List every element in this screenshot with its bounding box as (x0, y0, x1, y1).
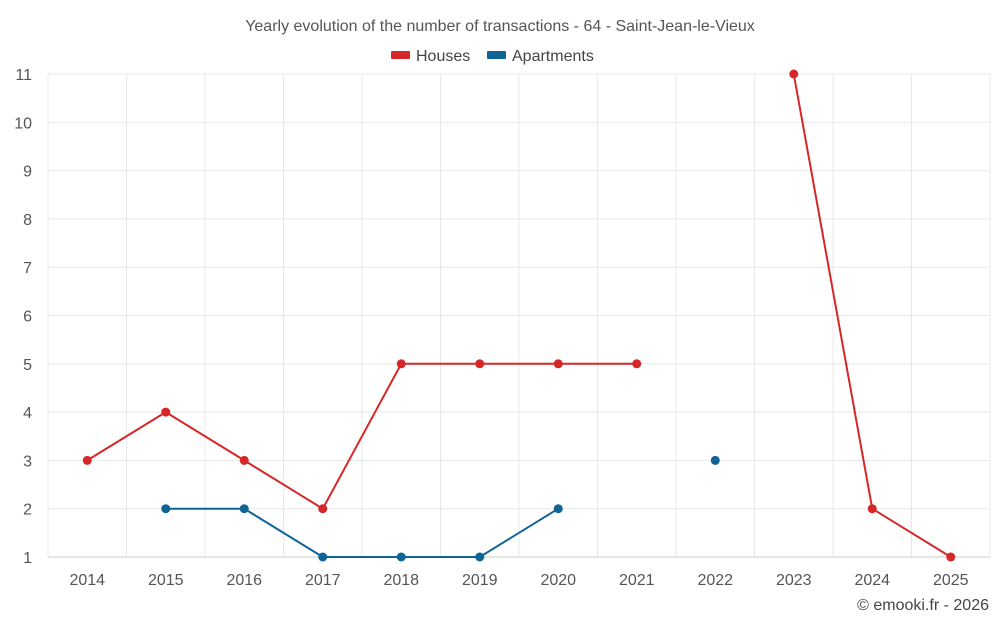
series-houses (82, 69, 956, 562)
data-point-houses-2021[interactable] (632, 359, 642, 369)
data-point-houses-2017[interactable] (318, 504, 328, 514)
y-axis: 1 2 3 4 5 6 7 8 9 10 11 (14, 67, 32, 567)
chart-title: Yearly evolution of the number of transa… (245, 18, 755, 35)
legend: Houses Apartments (391, 48, 594, 65)
data-point-houses-2024[interactable] (867, 504, 877, 514)
data-point-houses-2016[interactable] (239, 455, 249, 465)
data-point-apartments-2015[interactable] (161, 504, 171, 514)
series-line-houses (86, 362, 637, 510)
x-tick-label: 2019 (462, 572, 498, 589)
x-tick-label: 2014 (69, 572, 105, 589)
x-tick-label: 2021 (619, 572, 655, 589)
y-tick-label: 4 (23, 405, 32, 422)
series-line-apartments (165, 507, 559, 558)
y-tick-label: 2 (23, 502, 32, 519)
y-tick-label: 3 (23, 453, 32, 470)
data-point-apartments-2018[interactable] (396, 552, 406, 562)
x-tick-label: 2024 (854, 572, 890, 589)
x-tick-label: 2017 (305, 572, 341, 589)
legend-swatch (391, 51, 410, 59)
legend-item-apartments[interactable]: Apartments (487, 48, 594, 65)
data-point-houses-2019[interactable] (475, 359, 485, 369)
data-point-houses-2020[interactable] (553, 359, 563, 369)
series-layer (82, 69, 956, 562)
data-point-houses-2014[interactable] (82, 455, 92, 465)
y-tick-label: 5 (23, 357, 32, 374)
data-point-houses-2023[interactable] (789, 69, 799, 79)
data-point-houses-2018[interactable] (396, 359, 406, 369)
y-tick-label: 9 (23, 164, 32, 181)
y-tick-label: 10 (14, 115, 32, 132)
x-tick-label: 2016 (226, 572, 262, 589)
data-point-apartments-2017[interactable] (318, 552, 328, 562)
data-point-houses-2025[interactable] (946, 552, 956, 562)
legend-item-houses[interactable]: Houses (391, 48, 470, 65)
x-tick-label: 2015 (148, 572, 184, 589)
x-axis: 2014 2015 2016 2017 2018 2019 2020 2021 2022 2023… (69, 572, 968, 589)
x-tick-label: 2023 (776, 572, 812, 589)
grid (47, 73, 991, 558)
y-tick-label: 1 (23, 550, 32, 567)
y-tick-label: 6 (23, 309, 32, 326)
data-point-apartments-2020[interactable] (553, 504, 563, 514)
y-tick-label: 7 (23, 260, 32, 277)
legend-label: Houses (416, 48, 470, 65)
data-point-houses-2015[interactable] (161, 407, 171, 417)
x-tick-label: 2025 (933, 572, 969, 589)
series-apartments (161, 455, 720, 562)
data-point-apartments-2022[interactable] (710, 455, 720, 465)
x-tick-label: 2022 (697, 572, 733, 589)
y-tick-label: 8 (23, 212, 32, 229)
data-point-apartments-2019[interactable] (475, 552, 485, 562)
credit-label: © emooki.fr - 2026 (857, 597, 989, 614)
legend-swatch (487, 51, 506, 59)
data-point-apartments-2016[interactable] (239, 504, 249, 514)
x-tick-label: 2020 (540, 572, 576, 589)
y-tick-label: 11 (15, 67, 32, 84)
legend-label: Apartments (512, 48, 594, 65)
x-tick-label: 2018 (383, 572, 419, 589)
